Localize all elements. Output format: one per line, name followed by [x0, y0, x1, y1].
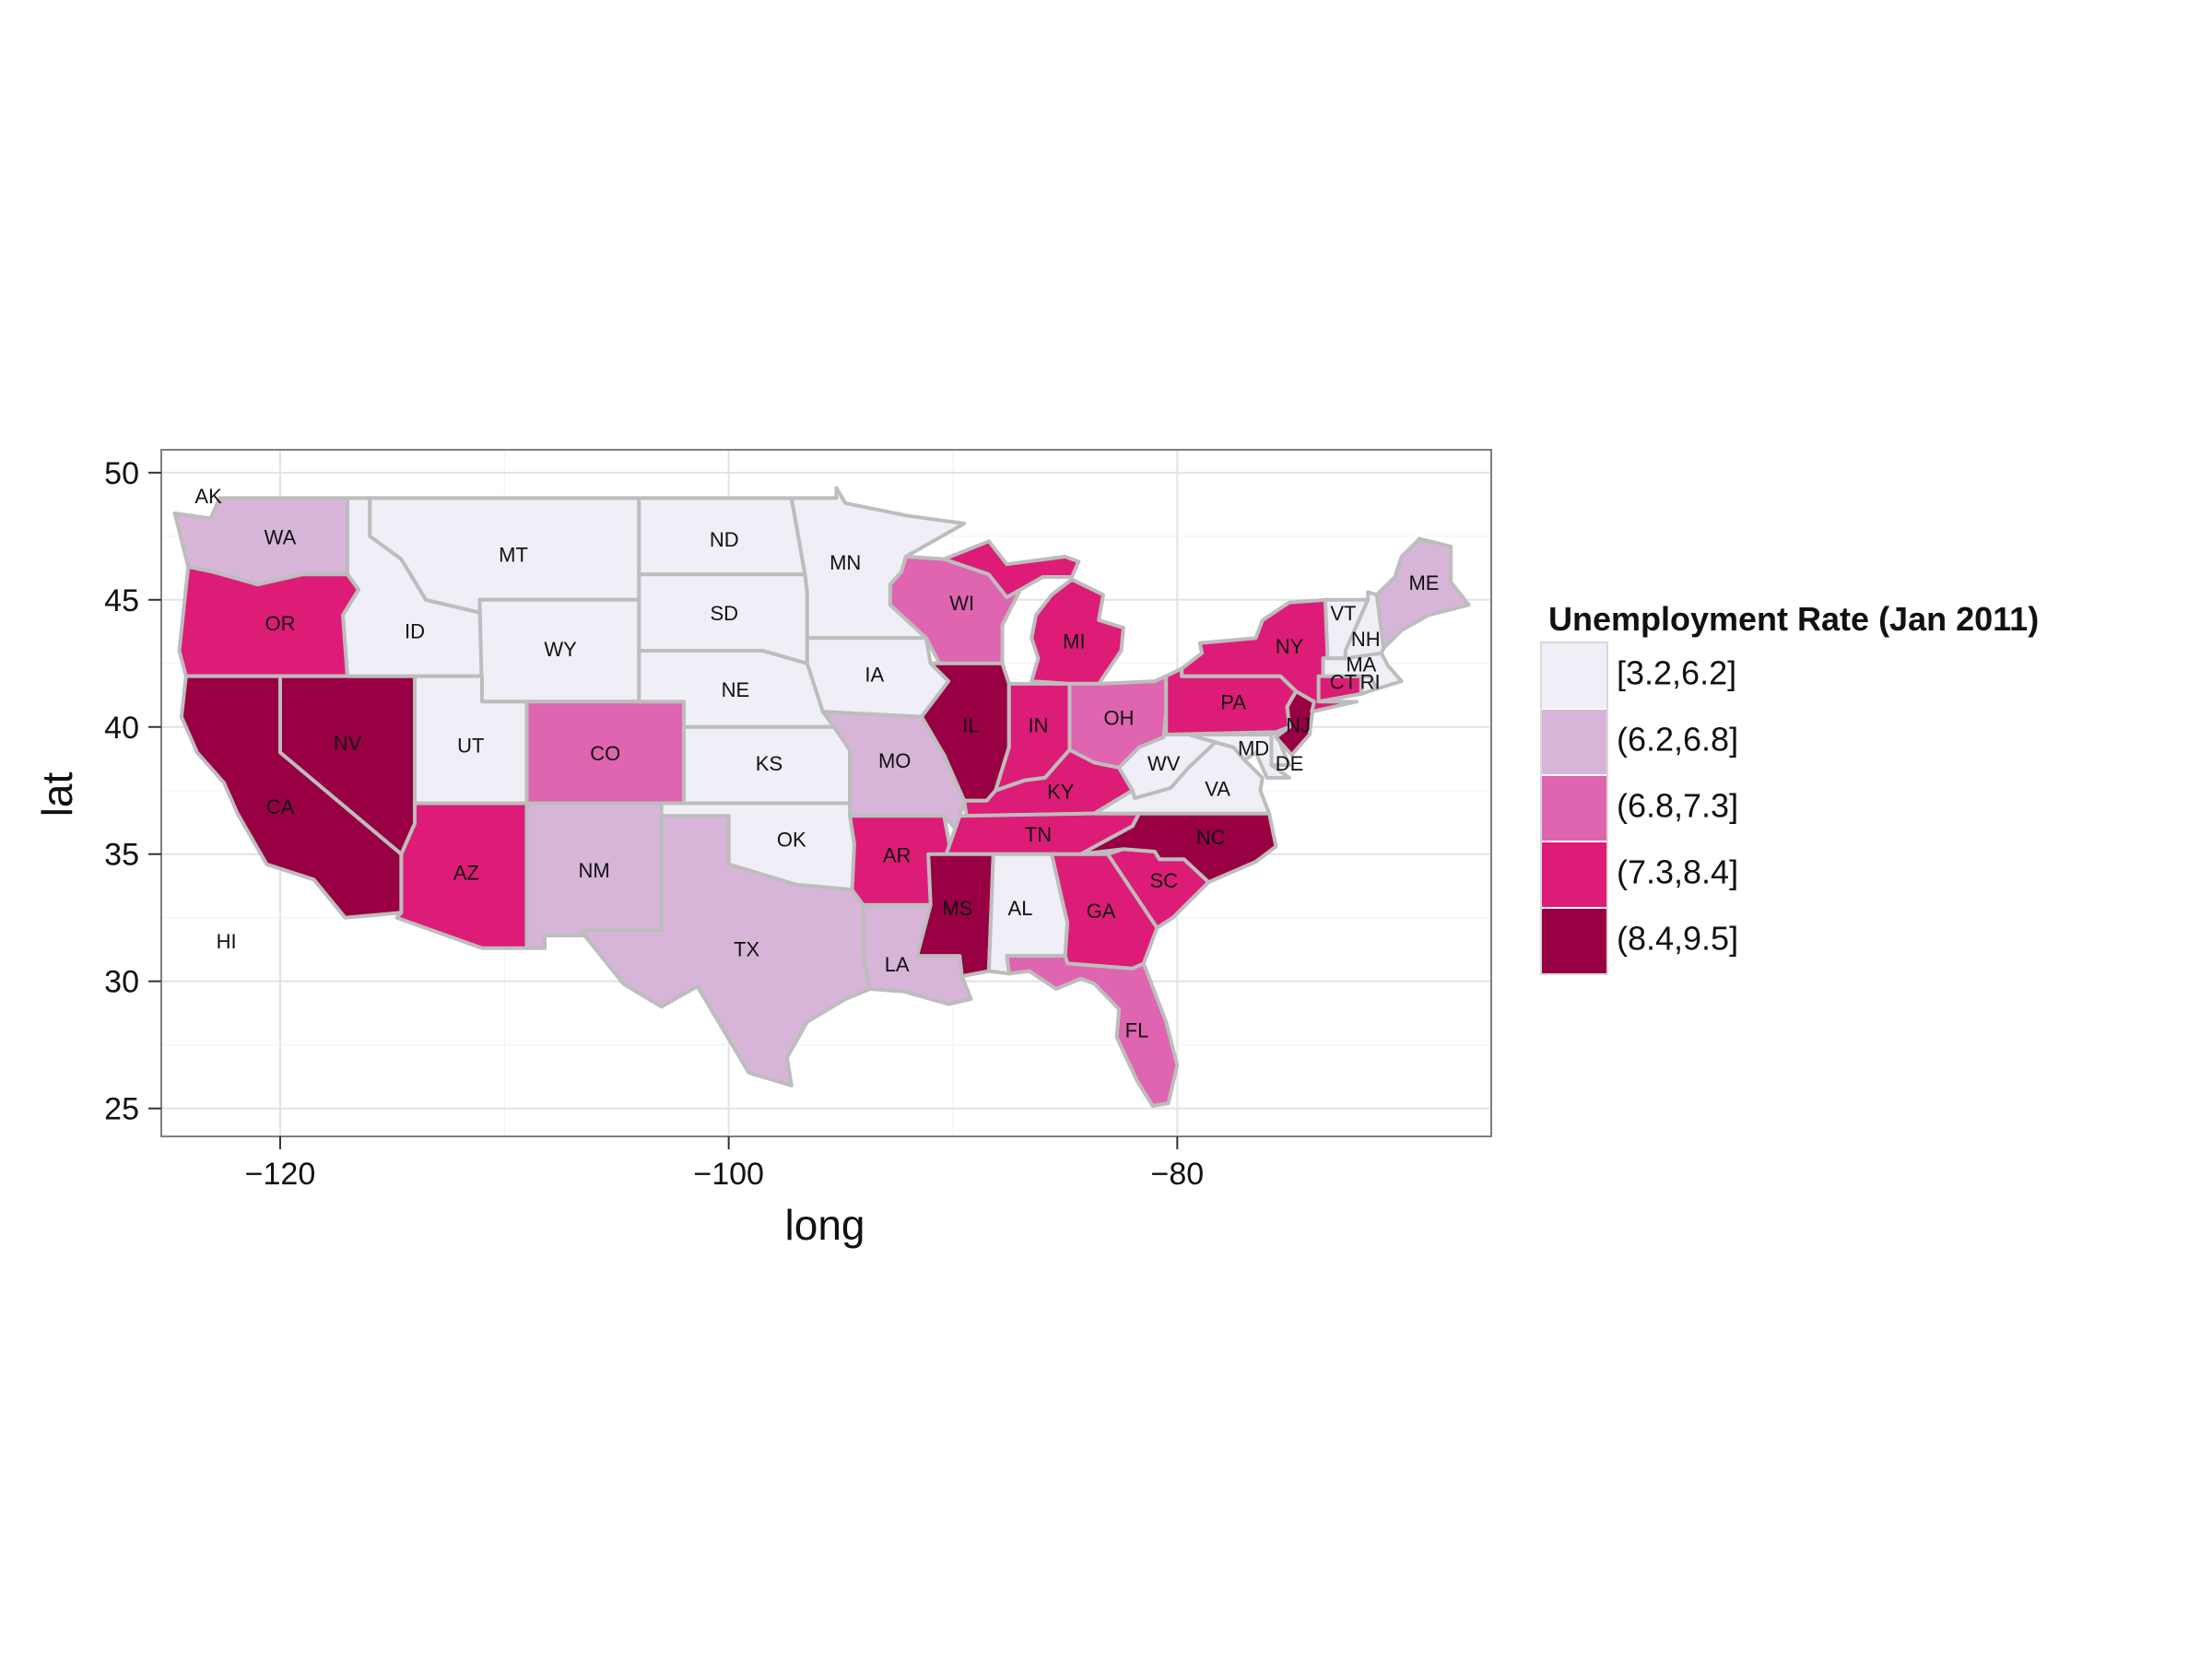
legend-label: (7.3,8.4]	[1617, 853, 1738, 891]
legend-key	[1540, 774, 1608, 842]
y-tick-label: 30	[104, 965, 139, 1000]
axes: −120 −100 −80 25 30 35 40 45 50	[104, 456, 1204, 1192]
state-label-nj: NJ	[1286, 714, 1311, 737]
state-label-fl: FL	[1125, 1019, 1149, 1042]
state-label-vt: VT	[1330, 602, 1356, 625]
state-label-or: OR	[265, 612, 295, 635]
state-label-mo: MO	[878, 749, 911, 772]
state-shape-tx	[579, 814, 872, 1088]
state-label-tn: TN	[1025, 823, 1052, 846]
state-label-va: VA	[1205, 778, 1230, 801]
state-label-la: LA	[885, 953, 910, 976]
state-shape-me	[1374, 536, 1471, 651]
state-shape-fl	[1005, 954, 1180, 1108]
state-label-ks: KS	[756, 752, 782, 775]
state-label-in: IN	[1028, 714, 1048, 737]
state-labels: AK HI WA OR CA NV ID MT WY UT CO AZ NM ND SD NE KS OK TX MN…	[194, 485, 1439, 1041]
state-shape-nc	[1078, 811, 1278, 885]
state-label-pa: PA	[1220, 691, 1246, 714]
state-label-sc: SC	[1149, 869, 1178, 892]
x-tick-label: −120	[245, 1157, 316, 1192]
state-label-sd: SD	[710, 602, 738, 625]
y-tick-label: 25	[104, 1092, 139, 1127]
y-tick-label: 40	[104, 711, 139, 746]
state-label-az: AZ	[453, 862, 479, 885]
state-label-al: AL	[1008, 897, 1033, 920]
state-label-nm: NM	[579, 859, 610, 882]
state-label-co: CO	[590, 742, 620, 765]
state-label-ny: NY	[1276, 635, 1304, 658]
legend-key	[1540, 641, 1608, 710]
state-label-mn: MN	[830, 551, 861, 574]
state-label-ne: NE	[722, 678, 750, 701]
x-axis-title: long	[785, 1201, 865, 1249]
state-label-me: ME	[1408, 571, 1439, 594]
state-shapes	[172, 486, 1471, 1108]
state-label-nd: ND	[710, 528, 739, 551]
plot-panel-border	[160, 449, 1492, 1137]
legend-key	[1540, 907, 1608, 975]
y-tick-label: 35	[104, 838, 139, 873]
state-label-wi: WI	[949, 592, 974, 615]
legend: Unemployment Rate (Jan 2011) [3.2,6.2] (6…	[1540, 600, 2039, 975]
state-label-ct: CT	[1330, 671, 1357, 694]
state-label-wy: WY	[544, 638, 577, 661]
state-label-oh: OH	[1104, 706, 1135, 729]
legend-label: [3.2,6.2]	[1617, 654, 1736, 692]
legend-key	[1540, 841, 1608, 909]
state-label-md: MD	[1238, 736, 1269, 759]
state-label-ri: RI	[1360, 671, 1381, 694]
legend-label: (6.2,6.8]	[1617, 721, 1738, 759]
state-label-de: DE	[1276, 752, 1304, 775]
state-shape-mi	[942, 539, 1081, 599]
legend-key	[1540, 708, 1608, 776]
state-label-ok: OK	[777, 829, 806, 852]
legend-title: Unemployment Rate (Jan 2011)	[1548, 600, 2039, 638]
x-tick-label: −80	[1150, 1157, 1204, 1192]
state-label-ia: IA	[865, 663, 884, 686]
state-label-ga: GA	[1087, 900, 1116, 923]
legend-label: (8.4,9.5]	[1617, 920, 1738, 958]
state-label-mi: MI	[1063, 630, 1085, 653]
state-label-wv: WV	[1147, 752, 1181, 775]
state-label-ca: CA	[266, 795, 295, 818]
state-label-nv: NV	[334, 732, 362, 755]
state-label-ma: MA	[1346, 653, 1376, 676]
y-tick-label: 50	[104, 456, 139, 491]
y-tick-label: 45	[104, 583, 139, 618]
state-shape-ma	[1321, 651, 1404, 691]
state-label-ak: AK	[194, 485, 222, 508]
state-label-ky: KY	[1047, 780, 1075, 803]
state-label-hi: HI	[217, 930, 237, 953]
legend-label: (6.8,7.3]	[1617, 787, 1738, 825]
state-label-ar: AR	[883, 843, 912, 866]
y-axis-title: lat	[33, 771, 81, 817]
state-label-wa: WA	[265, 525, 297, 548]
state-label-nc: NC	[1196, 826, 1226, 849]
legend-key-border	[1540, 641, 1608, 975]
state-label-il: IL	[962, 714, 979, 737]
state-label-id: ID	[405, 619, 425, 642]
state-label-tx: TX	[734, 937, 759, 960]
state-label-ut: UT	[457, 735, 484, 758]
x-tick-label: −100	[693, 1157, 764, 1192]
state-label-ms: MS	[942, 897, 972, 920]
state-label-nh: NH	[1351, 628, 1381, 651]
state-label-mt: MT	[499, 544, 528, 567]
